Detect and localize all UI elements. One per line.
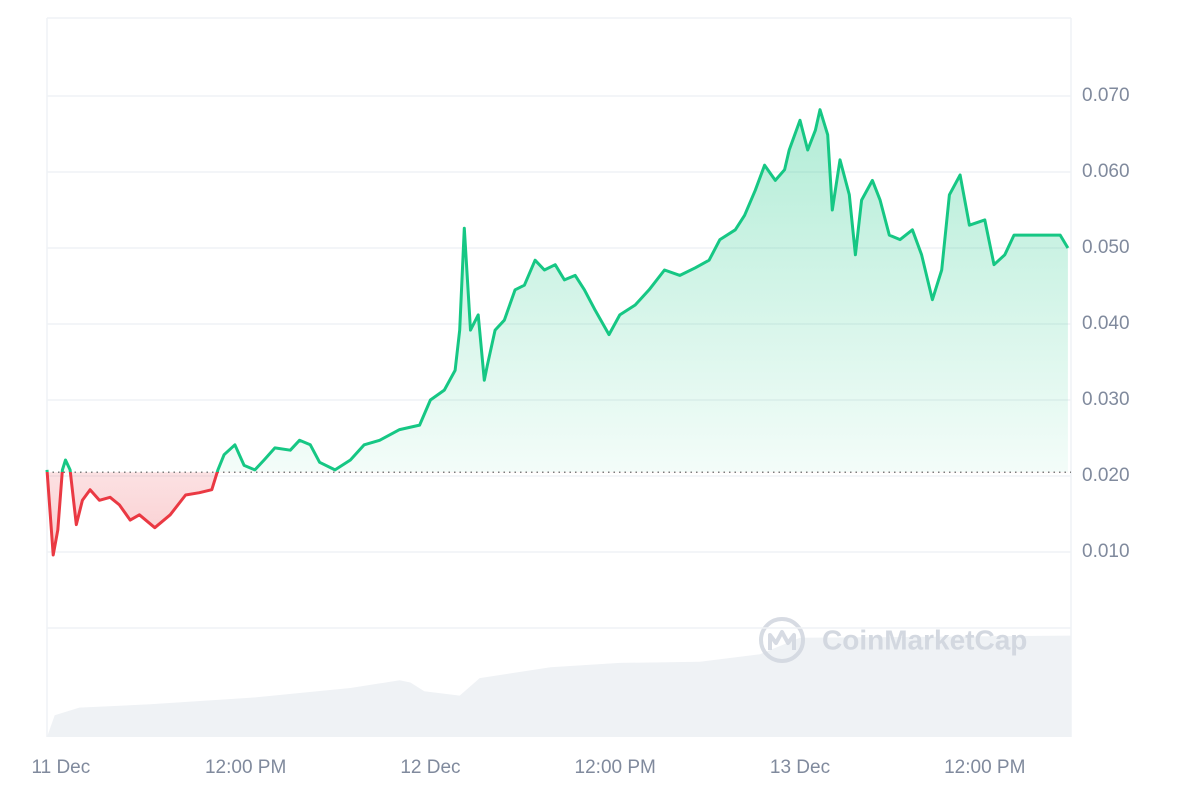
x-tick-label: 12:00 PM: [944, 757, 1025, 778]
y-tick-label: 0.050: [1082, 237, 1130, 258]
x-tick-label: 12 Dec: [400, 757, 460, 778]
y-tick-label: 0.040: [1082, 313, 1130, 334]
y-tick-label: 0.010: [1082, 541, 1130, 562]
price-line: [45, 108, 1070, 557]
x-tick-label: 11 Dec: [31, 757, 90, 778]
y-tick-label: 0.020: [1082, 465, 1130, 486]
x-tick-label: 13 Dec: [770, 757, 830, 778]
price-area: [47, 109, 1068, 555]
y-tick-label: 0.070: [1082, 85, 1130, 106]
volume-area: [47, 635, 1071, 737]
watermark: CoinMarketCap: [822, 624, 1027, 655]
y-tick-label: 0.030: [1082, 389, 1130, 410]
x-tick-label: 12:00 PM: [205, 757, 286, 778]
x-tick-label: 12:00 PM: [575, 757, 656, 778]
watermark-logo: [759, 617, 805, 663]
y-tick-label: 0.060: [1082, 161, 1130, 182]
